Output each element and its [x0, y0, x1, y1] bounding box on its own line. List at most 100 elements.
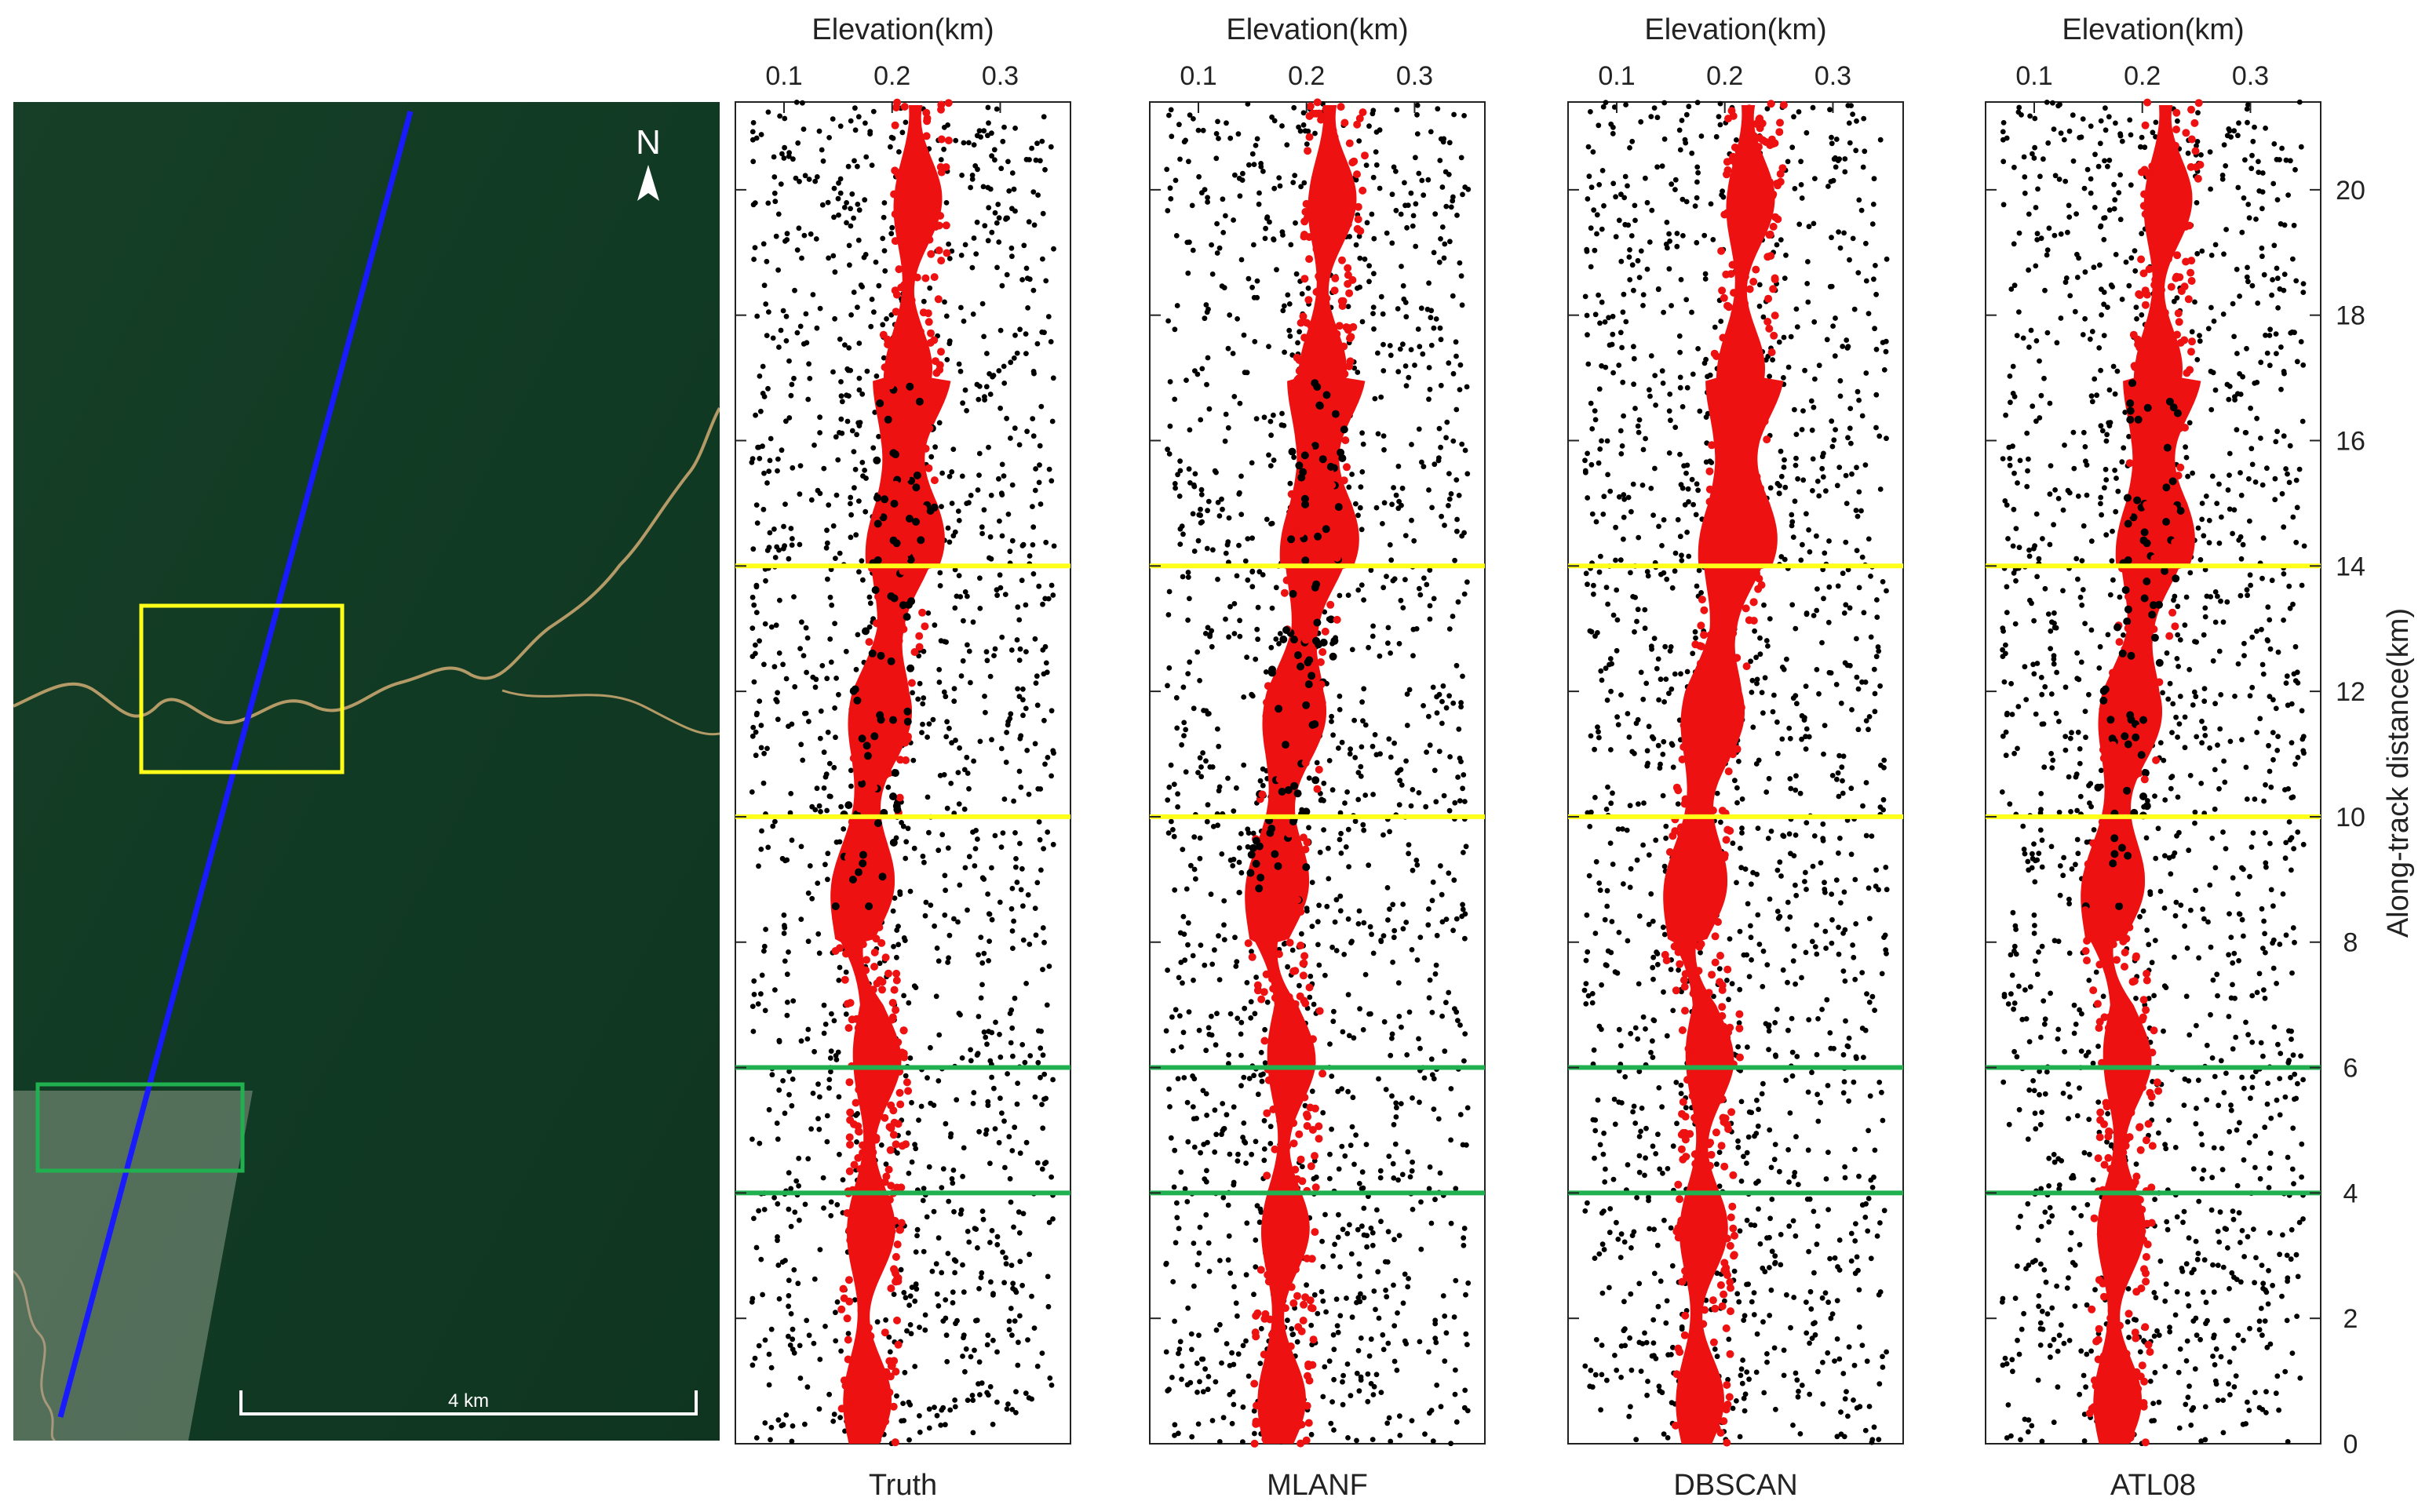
- noise-point: [1438, 337, 1444, 343]
- noise-point: [791, 1267, 797, 1273]
- noise-point: [1216, 1439, 1223, 1445]
- noise-point: [968, 679, 973, 686]
- noise-point: [1598, 1407, 1603, 1413]
- noise-point: [1363, 162, 1370, 169]
- noise-point: [997, 405, 1003, 411]
- signal-point: [843, 1209, 852, 1217]
- canopy-point: [1300, 494, 1309, 503]
- noise-point: [1046, 964, 1052, 969]
- noise-point: [989, 130, 994, 137]
- noise-point: [1802, 367, 1808, 373]
- noise-point: [1810, 456, 1816, 462]
- signal-point: [878, 1040, 887, 1049]
- noise-point: [1683, 1105, 1689, 1111]
- noise-point: [801, 126, 807, 133]
- noise-point: [1349, 647, 1355, 653]
- noise-point: [1430, 684, 1436, 690]
- noise-point: [751, 992, 757, 997]
- signal-point: [900, 554, 909, 563]
- signal-point: [943, 249, 951, 257]
- noise-point: [1359, 319, 1366, 325]
- noise-point: [1020, 697, 1026, 703]
- noise-point: [1271, 185, 1278, 191]
- noise-point: [1326, 876, 1332, 882]
- noise-point: [830, 116, 836, 122]
- noise-point: [1025, 892, 1031, 898]
- noise-point: [1320, 1263, 1326, 1270]
- noise-point: [960, 1262, 965, 1268]
- noise-point: [1847, 140, 1853, 146]
- signal-point: [1337, 103, 1345, 111]
- canopy-point: [889, 792, 897, 800]
- noise-point: [1220, 230, 1227, 235]
- noise-point: [1407, 1174, 1413, 1180]
- noise-point: [1766, 1047, 1772, 1052]
- noise-point: [1227, 312, 1233, 318]
- noise-point: [1216, 977, 1223, 982]
- noise-point: [824, 527, 830, 534]
- signal-point: [1271, 1181, 1280, 1190]
- noise-point: [979, 301, 986, 307]
- noise-point: [854, 432, 859, 438]
- noise-point: [1425, 922, 1432, 928]
- noise-point: [1359, 582, 1365, 588]
- noise-point: [1749, 957, 1755, 963]
- noise-point: [1347, 751, 1353, 757]
- signal-point: [855, 887, 863, 896]
- noise-point: [907, 888, 914, 894]
- noise-point: [1453, 339, 1459, 345]
- noise-point: [1814, 586, 1820, 592]
- signal-point: [1356, 227, 1365, 235]
- signal-point: [858, 907, 866, 916]
- noise-point: [985, 184, 991, 191]
- noise-point: [1588, 461, 1595, 468]
- noise-point: [1014, 350, 1020, 356]
- noise-point: [1038, 1045, 1044, 1051]
- noise-point: [793, 175, 799, 181]
- signal-point: [1315, 765, 1323, 774]
- noise-point: [825, 576, 830, 582]
- noise-point: [928, 902, 934, 908]
- noise-point: [1316, 962, 1322, 968]
- noise-point: [1212, 947, 1217, 953]
- noise-point: [1400, 926, 1406, 932]
- noise-point: [1457, 1112, 1464, 1117]
- noise-point: [1043, 1160, 1049, 1165]
- noise-point: [1432, 1197, 1438, 1203]
- signal-point: [1303, 1110, 1311, 1119]
- signal-point: [1314, 465, 1322, 474]
- noise-point: [1352, 755, 1359, 760]
- noise-point: [1226, 1061, 1231, 1066]
- noise-point: [952, 605, 958, 611]
- noise-point: [799, 255, 804, 261]
- noise-point: [761, 394, 768, 399]
- signal-point: [1292, 1265, 1300, 1273]
- noise-point: [1298, 184, 1304, 190]
- noise-point: [840, 1177, 846, 1182]
- noise-point: [1380, 311, 1386, 317]
- noise-point: [762, 1420, 768, 1426]
- noise-point: [1336, 1211, 1341, 1218]
- noise-point: [1628, 1291, 1634, 1297]
- noise-point: [786, 556, 792, 562]
- noise-point: [1644, 266, 1650, 272]
- noise-point: [968, 1058, 974, 1064]
- noise-point: [856, 375, 863, 381]
- noise-point: [802, 1201, 808, 1208]
- noise-point: [788, 526, 794, 531]
- noise-point: [1439, 224, 1446, 230]
- noise-point: [1315, 942, 1321, 948]
- signal-point: [1281, 1304, 1289, 1313]
- noise-point: [950, 446, 957, 452]
- noise-point: [819, 147, 825, 153]
- signal-point: [1305, 112, 1314, 120]
- noise-point: [927, 285, 933, 291]
- noise-point: [1176, 1346, 1183, 1352]
- noise-point: [1390, 902, 1396, 908]
- noise-point: [1853, 148, 1859, 154]
- signal-point: [1299, 971, 1308, 980]
- noise-point: [1179, 1363, 1185, 1369]
- noise-point: [773, 233, 779, 239]
- noise-point: [1588, 733, 1594, 739]
- noise-point: [1438, 444, 1443, 450]
